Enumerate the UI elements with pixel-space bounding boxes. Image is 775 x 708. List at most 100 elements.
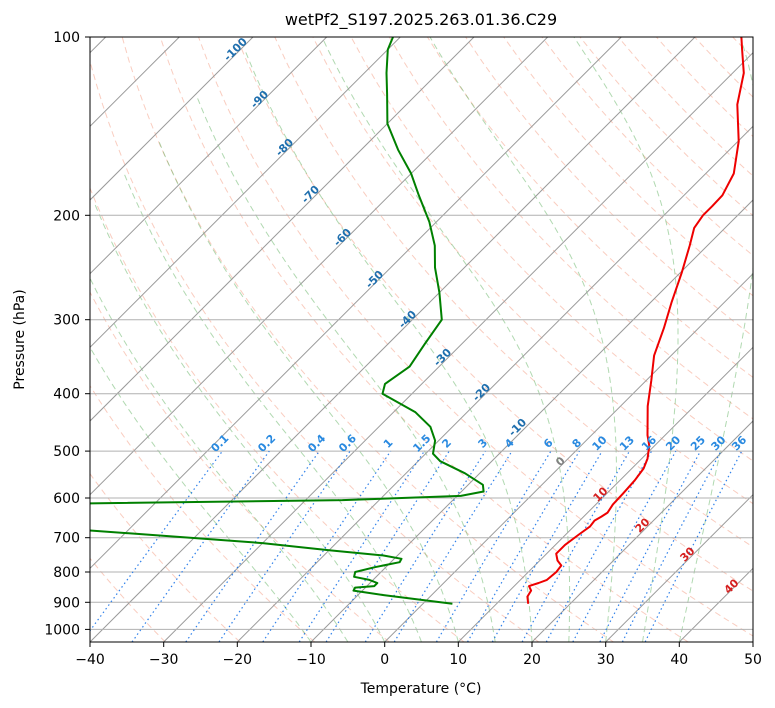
dry-adiabat-line [90,472,241,642]
x-tick-label: 20 [523,652,541,668]
x-tick-label: 30 [597,652,615,668]
dry-adiabat-label: -30 [431,346,454,369]
moist-adiabat-line [678,37,753,642]
moist-adiabat-line [573,37,679,642]
isotherm-line [90,37,328,275]
isotherm-line [90,37,254,201]
mixing-ratio-label: 8 [570,436,585,451]
mixing-ratio-line [521,450,631,642]
mixing-ratio-line [644,450,743,642]
x-tick-label: 10 [449,652,467,668]
dry-adiabat-line [90,291,390,642]
isotherm-line [90,37,696,642]
moist-adiabat-label: 40 [722,576,742,596]
dry-adiabat-line [90,186,465,642]
x-tick-label: −10 [296,652,326,668]
mixing-ratio-label: 25 [688,433,708,453]
dry-adiabat-label: -80 [273,136,296,159]
dry-adiabat-line [312,37,753,505]
mixing-ratio-label: 30 [709,433,729,453]
isotherm-line [531,420,753,642]
moist-adiabat-line [90,277,349,642]
grid-layer [90,37,775,642]
x-tick-label: 50 [744,652,762,668]
y-tick-label: 200 [53,208,80,224]
isotherm-line [752,641,753,642]
moist-adiabat-line [195,94,496,642]
isotherm-line [90,37,401,349]
chart-title: wetPf2_S197.2025.263.01.36.C29 [285,10,557,30]
mixing-ratio-line [435,450,552,642]
moist-adiabat-label: 30 [678,544,698,564]
mixing-ratio-line [131,450,270,642]
moist-adiabat-line [93,201,386,642]
mixing-ratio-line [393,450,513,642]
mixing-ratio-line [325,450,450,642]
mixing-ratio-label: 20 [663,433,683,453]
moist-adiabat-line [321,37,571,642]
mixing-ratio-label: 1 [381,436,396,451]
dry-adiabat-line [159,37,689,642]
dry-adiabat-line [274,37,753,548]
dry-adiabat-line [694,37,753,98]
dry-adiabat-label: -50 [363,268,386,291]
mixing-ratio-label: 3 [476,436,491,451]
moist-adiabat-label: 10 [591,484,611,504]
y-tick-label: 700 [53,531,80,547]
isotherm-line [236,125,753,642]
mixing-ratio-label: 16 [639,433,659,453]
dry-adiabat-label: -60 [331,226,354,249]
mixing-ratio-line [466,450,580,642]
dry-adiabat-line [236,37,753,592]
mixing-ratio-line [262,450,392,642]
y-tick-label: 800 [53,565,80,581]
plot-frame [89,36,754,643]
y-tick-label: 900 [53,595,80,611]
y-tick-label: 600 [53,491,80,507]
dry-adiabat-line [350,37,753,462]
dry-adiabat-label: -70 [299,183,322,206]
dry-adiabat-line [388,37,753,420]
moist-adiabat-line [90,346,312,642]
isotherm-line [457,346,753,642]
y-tick-label: 400 [53,387,80,403]
mixing-ratio-line [621,450,722,642]
mixing-ratio-line [364,450,486,642]
mixing-ratio-line [298,450,425,642]
mixing-ratio-line [599,450,702,642]
moist-adiabat-label: 20 [633,515,653,535]
isotherm-line [163,51,753,642]
y-axis-title: Pressure (hPa) [12,289,28,389]
isotherm-line [90,37,475,422]
x-tick-label: −30 [149,652,179,668]
dry-adiabat-label: -20 [470,381,493,404]
y-tick-label: 300 [53,313,80,329]
dry-adiabat-line [90,384,316,642]
x-tick-label: 0 [380,652,389,668]
axes-layer: −40 −30 −20 −10 0 10 20 30 40 50 100 200 300 400 500 60… [44,30,762,668]
mixing-ratio-label: 2 [439,436,454,451]
isotherm-line [605,493,753,642]
isotherm-line [90,37,622,570]
y-tick-label: 1000 [44,622,80,638]
isotherm-line [384,272,753,642]
mixing-ratio-line [572,450,677,642]
moist-adiabat-line [429,37,617,642]
mixing-ratio-label: 10 [590,433,610,453]
mixing-ratio-line [185,450,320,642]
dry-adiabat-line [503,37,753,297]
mixing-ratio-label: 13 [617,433,637,453]
mixing-ratio-line [90,450,223,632]
x-tick-label: 40 [670,652,688,668]
dry-adiabat-label: -10 [506,416,529,439]
profiles-layer [90,37,745,605]
dry-adiabat-line [541,37,753,257]
dry-adiabat-line [426,37,753,378]
dry-adiabat-line [121,37,614,642]
isotherm-line [90,37,549,496]
x-tick-label: −20 [223,652,253,668]
dry-adiabat-line [771,37,775,642]
y-tick-label: 500 [53,444,80,460]
x-axis-title: Temperature (°C) [360,681,482,697]
